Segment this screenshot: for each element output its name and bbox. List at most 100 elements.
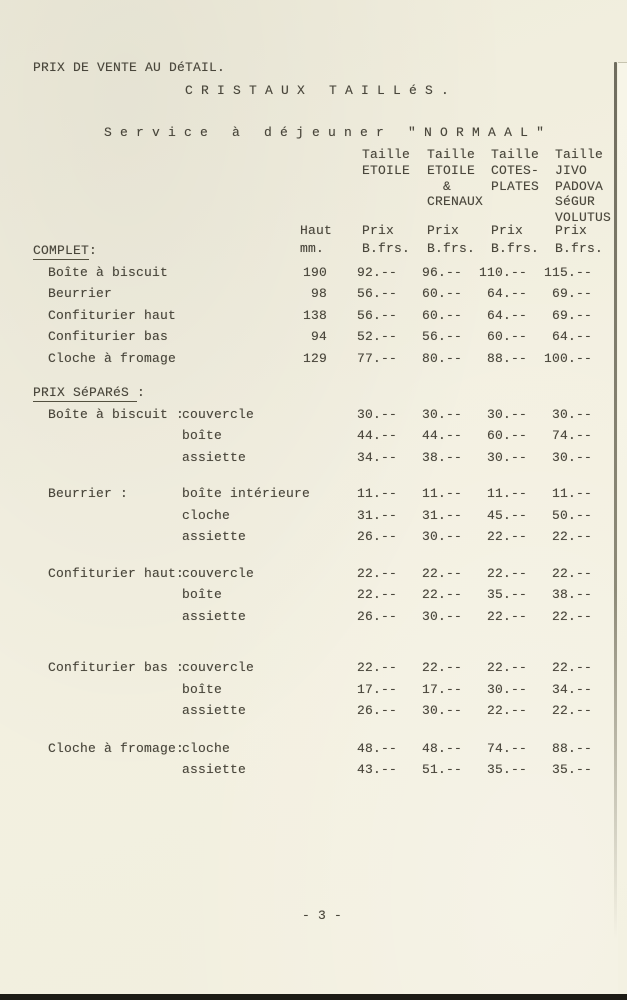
price-cell: 35.--	[486, 762, 527, 777]
part-cell: boîte	[182, 428, 223, 443]
service-subheading: S e r v i c e à d é j e u n e r " N O R …	[104, 125, 545, 140]
table-row: Beurrier : boîte intérieure 11.-- 11.-- 11.-…	[0, 483, 600, 505]
part-cell: assiette	[182, 449, 247, 465]
price-cell: 64.--	[486, 307, 527, 323]
price-cell: 60.--	[486, 428, 527, 443]
price-cell: 92.--	[356, 264, 397, 280]
price-column-header: Prix B.frs.	[427, 223, 476, 256]
price-cell: 11.--	[356, 486, 397, 501]
haut-cell: 138	[302, 307, 327, 323]
section-colon: :	[89, 243, 98, 258]
table-row: cloche 31.-- 31.-- 45.-- 50.--	[0, 505, 600, 527]
haut-cell: 129	[302, 350, 327, 366]
part-cell: boîte	[182, 681, 223, 697]
part-cell: cloche	[182, 740, 231, 756]
table-row: boîte 17.-- 17.-- 30.-- 34.--	[0, 679, 600, 701]
price-cell: 22.--	[551, 529, 592, 544]
page-number: - 3 -	[302, 908, 343, 923]
item-cell: Boîte à biscuit :	[48, 406, 185, 422]
price-column-header: Prix B.frs.	[555, 223, 604, 256]
item-cell: Confiturier haut	[48, 307, 177, 323]
price-cell: 100.--	[543, 350, 592, 366]
price-cell: 44.--	[421, 428, 462, 443]
price-cell: 30.--	[421, 406, 462, 422]
part-cell: cloche	[182, 507, 231, 523]
table-row: Confiturier bas : couvercle 22.-- 22.-- 22.-…	[0, 657, 600, 679]
price-cell: 22.--	[421, 660, 462, 675]
price-cell: 51.--	[421, 762, 462, 777]
price-cell: 60.--	[486, 329, 527, 344]
table-row: assiette 34.-- 38.-- 30.-- 30.--	[0, 447, 600, 469]
price-cell: 22.--	[356, 587, 397, 602]
section-header-complet: COMPLET:	[0, 240, 600, 262]
table-row: Cloche à fromage: cloche 48.-- 48.-- 74.-- 88…	[0, 738, 600, 760]
price-cell: 22.--	[551, 608, 592, 624]
price-cell: 22.--	[486, 608, 527, 624]
price-cell: 35.--	[486, 587, 527, 602]
item-cell: Confiturier bas	[48, 329, 169, 344]
main-heading: C R I S T A U X T A I L L é S .	[185, 83, 450, 98]
underlying-page-edge	[618, 62, 627, 994]
haut-cell: 98	[310, 286, 327, 301]
table-row: boîte 44.-- 44.-- 60.-- 74.--	[0, 425, 600, 447]
price-cell: 60.--	[421, 307, 462, 323]
price-cell: 22.--	[551, 703, 592, 718]
price-cell: 74.--	[551, 428, 592, 443]
price-cell: 22.--	[421, 587, 462, 602]
price-cell: 30.--	[486, 449, 527, 465]
price-cell: 110.--	[478, 264, 527, 280]
table-row: assiette 26.-- 30.-- 22.-- 22.--	[0, 526, 600, 548]
item-cell: Confiturier bas :	[48, 660, 185, 675]
part-cell: boîte intérieure	[182, 486, 311, 501]
part-cell: boîte	[182, 587, 223, 602]
price-cell: 17.--	[421, 681, 462, 697]
price-cell: 30.--	[551, 406, 592, 422]
price-cell: 48.--	[421, 740, 462, 756]
price-cell: 30.--	[421, 703, 462, 718]
price-cell: 56.--	[356, 307, 397, 323]
price-cell: 52.--	[356, 329, 397, 344]
price-cell: 80.--	[421, 350, 462, 366]
price-cell: 38.--	[421, 449, 462, 465]
price-cell: 56.--	[421, 329, 462, 344]
part-cell: assiette	[182, 703, 247, 718]
table-row: Beurrier 98 56.-- 60.-- 64.-- 69.--	[0, 283, 600, 305]
table-row: Cloche à fromage 129 77.-- 80.-- 88.-- 100.--	[0, 348, 600, 370]
price-cell: 48.--	[356, 740, 397, 756]
haut-column-header: Haut mm.	[300, 223, 333, 256]
item-cell: Cloche à fromage:	[48, 740, 185, 756]
price-cell: 31.--	[421, 507, 462, 523]
price-cell: 22.--	[421, 565, 462, 581]
table-row: Confiturier haut: couvercle 22.-- 22.-- 22.-…	[0, 563, 600, 585]
section-colon: :	[137, 385, 146, 400]
price-cell: 22.--	[486, 565, 527, 581]
size-column-header: Taille ETOILE & CRENAUX	[427, 147, 484, 210]
price-column-header: Prix B.frs.	[362, 223, 411, 256]
table-row: boîte 22.-- 22.-- 35.-- 38.--	[0, 584, 600, 606]
price-cell: 35.--	[551, 762, 592, 777]
price-cell: 96.--	[421, 264, 462, 280]
price-column-header: Prix B.frs.	[491, 223, 540, 256]
price-table: COMPLET: Boîte à biscuit 190 92.-- 96.-- 110…	[0, 240, 600, 781]
part-cell: couvercle	[182, 565, 255, 581]
price-cell: 64.--	[486, 286, 527, 301]
price-cell: 22.--	[356, 565, 397, 581]
price-cell: 11.--	[421, 486, 462, 501]
item-cell: Boîte à biscuit	[48, 264, 169, 280]
size-column-header: Taille COTES- PLATES	[491, 147, 540, 194]
size-column-header: Taille ETOILE	[362, 147, 411, 178]
table-row: assiette 26.-- 30.-- 22.-- 22.--	[0, 606, 600, 628]
table-row: assiette 26.-- 30.-- 22.-- 22.--	[0, 700, 600, 722]
price-cell: 45.--	[486, 507, 527, 523]
price-cell: 74.--	[486, 740, 527, 756]
price-cell: 26.--	[356, 529, 397, 544]
price-cell: 31.--	[356, 507, 397, 523]
price-cell: 115.--	[543, 264, 592, 280]
part-cell: assiette	[182, 529, 247, 544]
price-cell: 30.--	[551, 449, 592, 465]
price-cell: 34.--	[551, 681, 592, 697]
table-row: Confiturier haut 138 56.-- 60.-- 64.-- 69.--	[0, 305, 600, 327]
part-cell: assiette	[182, 608, 247, 624]
price-cell: 64.--	[551, 329, 592, 344]
